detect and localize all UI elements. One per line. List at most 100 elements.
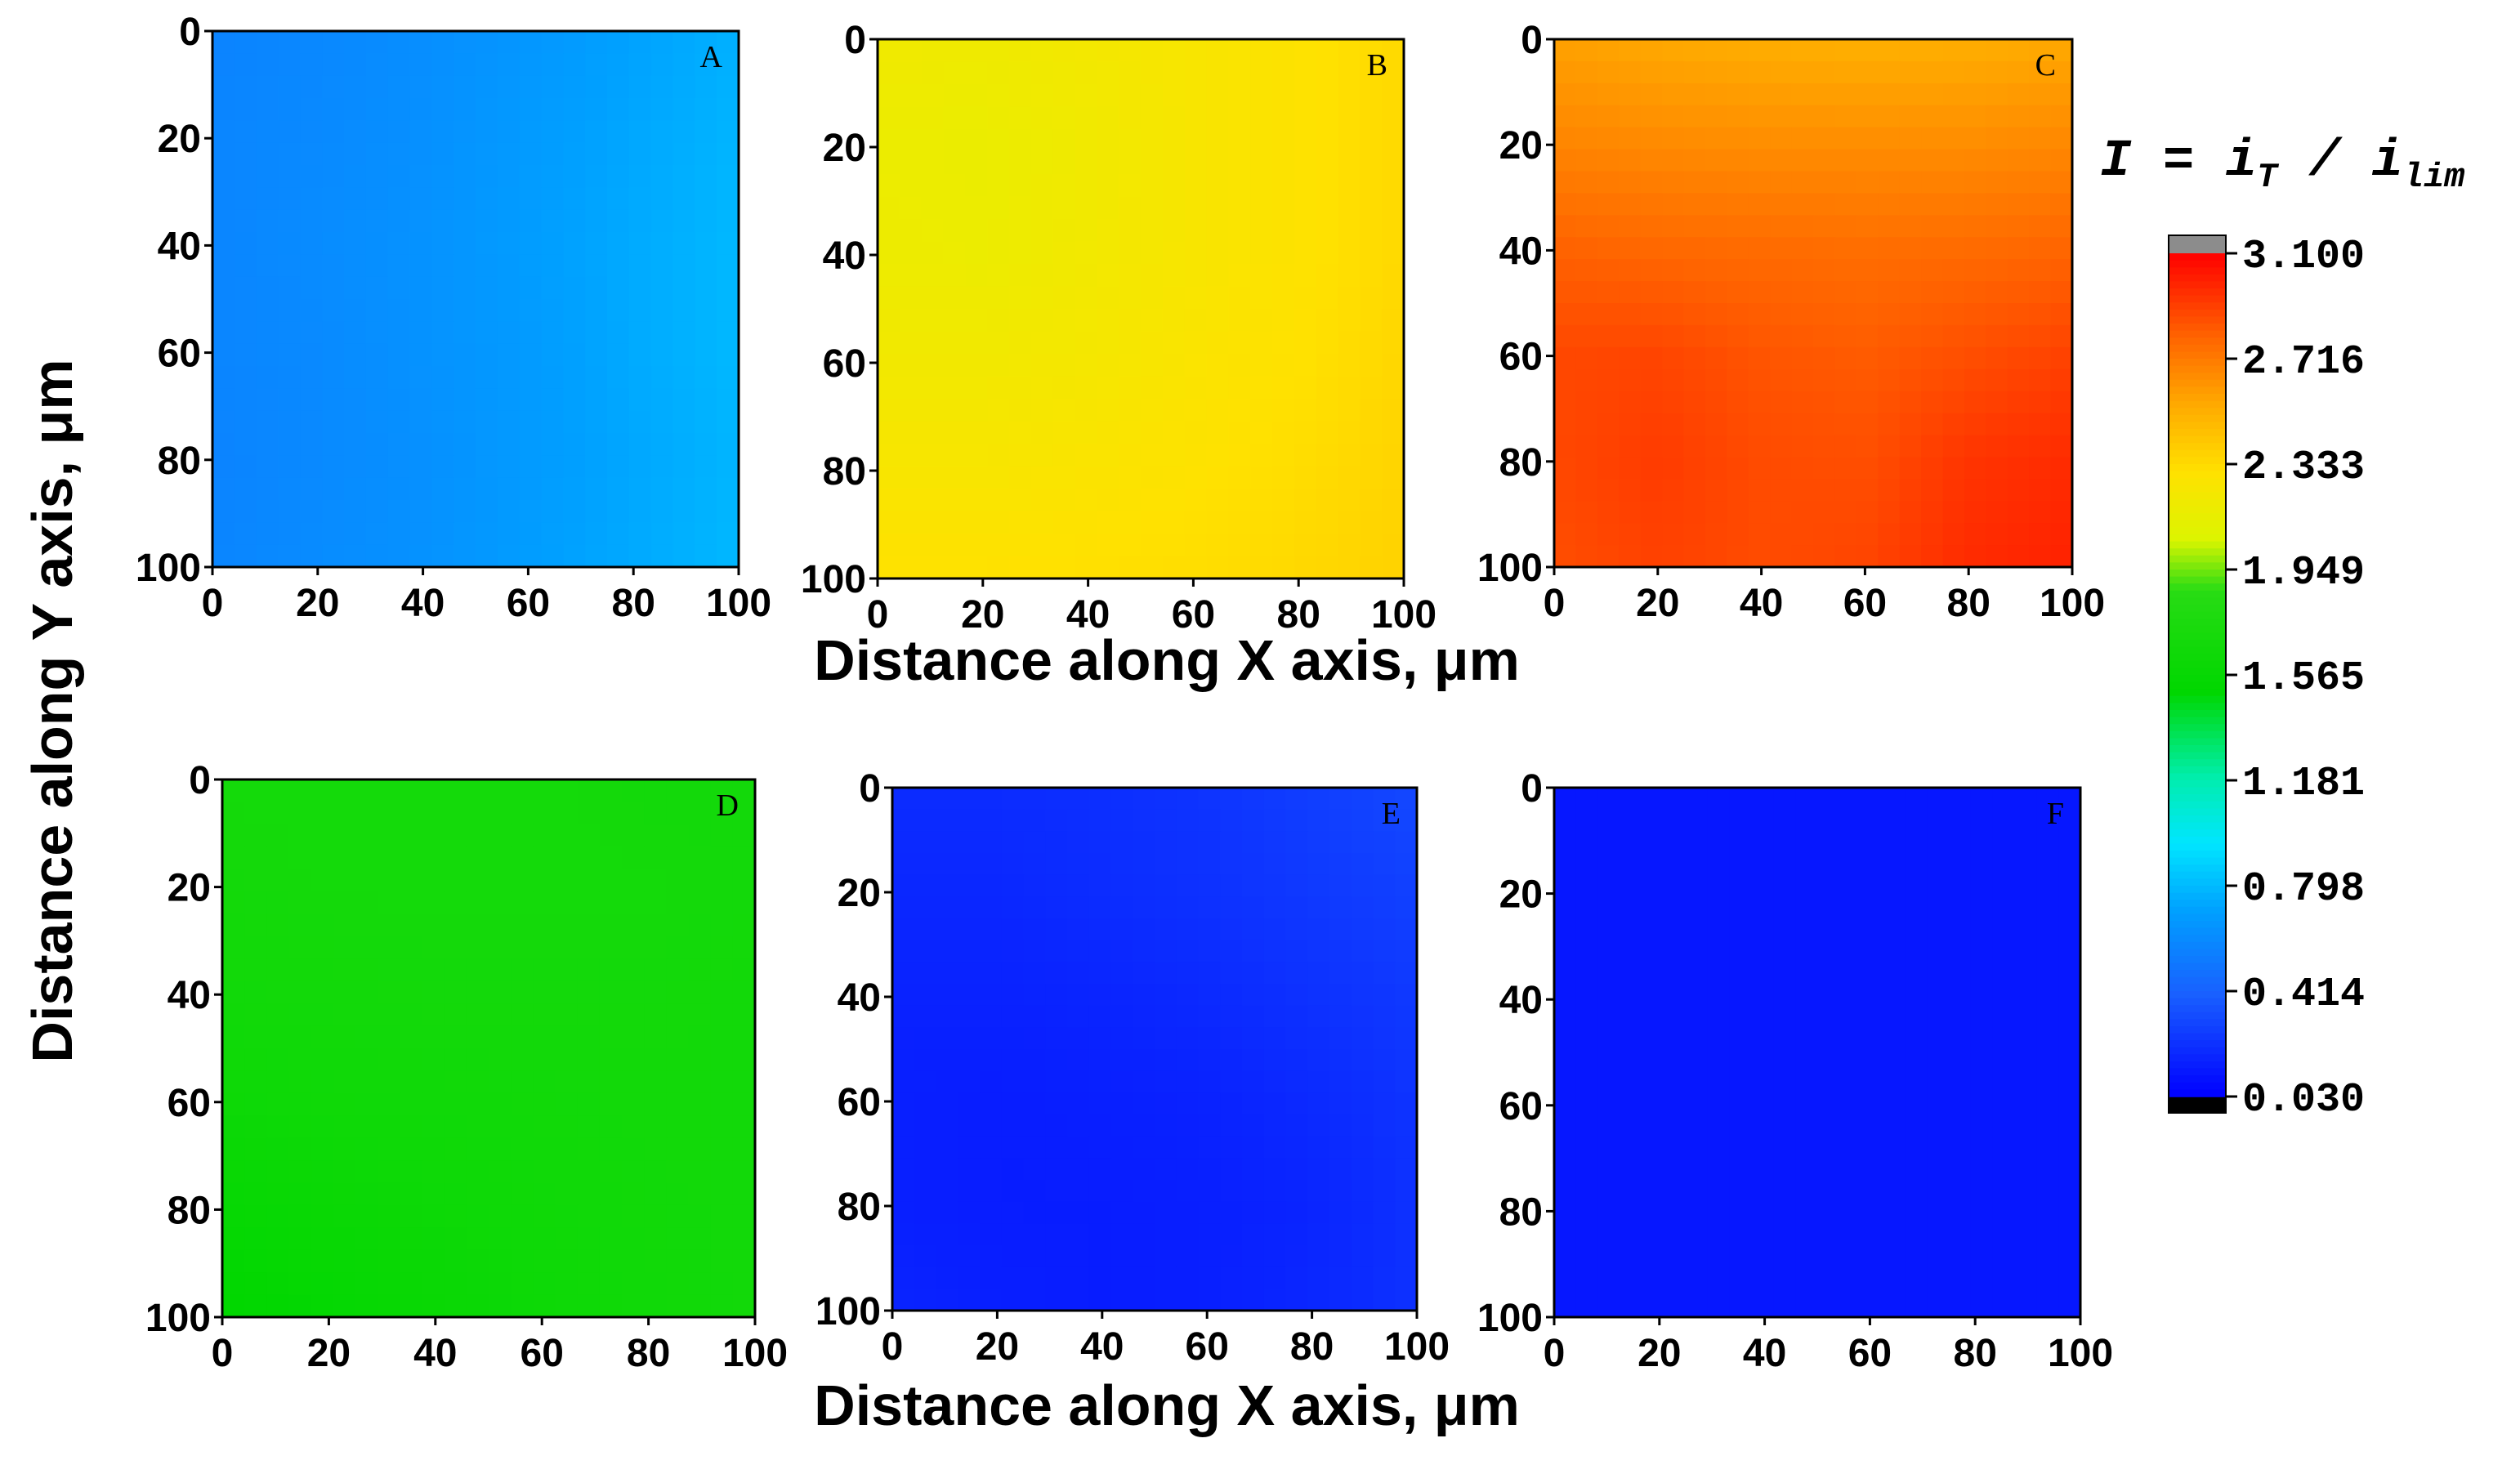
heatmap-cell [1883,832,1906,855]
colorbar-segment [2169,1040,2226,1048]
heatmap-cell [1198,1245,1222,1268]
heatmap-cell [1554,1030,1577,1053]
heatmap-cell [1206,489,1230,512]
heatmap-cell [1052,106,1076,130]
heatmap-cell [344,75,367,99]
heatmap-cell [695,142,717,166]
heatmap-cell [1727,259,1749,282]
heatmap-cell [533,824,556,848]
heatmap-cell [958,1049,981,1072]
heatmap-cell [878,39,900,63]
heatmap-cell [541,410,565,434]
heatmap-cell [1861,920,1884,943]
heatmap-cell [489,936,512,960]
heatmap-cell [1773,1185,1796,1208]
colorbar-segment [2169,597,2226,605]
heatmap-cell [1575,457,1598,480]
heatmap-cell [1575,942,1599,965]
heatmap-cell [1045,1158,1068,1181]
heatmap-cell [454,98,476,122]
heatmap-cell [1662,391,1685,414]
heatmap-cell [1834,83,1857,106]
heatmap-cell [322,343,345,367]
heatmap-cell [1707,1008,1731,1031]
heatmap-cell [987,106,1010,130]
heatmap-cell [1285,1266,1309,1290]
heatmap-cell [965,309,988,333]
heatmap-cell [1023,918,1047,941]
heatmap-cell [1088,853,1112,876]
heatmap-cell [1856,60,1879,84]
heatmap-cell [965,466,988,489]
heatmap-cell [256,142,279,166]
heatmap-cell [431,321,454,345]
heatmap-cell [1619,105,1642,128]
y-tick-label: 20 [1499,124,1543,168]
heatmap-cell [1817,810,1840,833]
heatmap-cell [1770,105,1793,128]
heatmap-cell [541,276,565,300]
heatmap-cell [1927,1030,1950,1053]
heatmap-cell [1597,435,1620,458]
heatmap-cell [1705,215,1728,239]
heatmap-cell [2050,435,2073,458]
colorbar-segment [2169,766,2226,775]
heatmap-cell [378,1182,401,1206]
heatmap-cell [2007,237,2030,260]
heatmap-cell [980,1266,1003,1290]
heatmap-cell [1705,545,1728,568]
heatmap-cell [1554,1273,1577,1296]
heatmap-cell [672,477,696,501]
heatmap-cell [1307,1136,1330,1159]
heatmap-cell [987,84,1010,108]
heatmap-cell [1285,940,1309,963]
heatmap-cell [300,254,323,278]
heatmap-cell [1905,1251,1928,1274]
heatmap-cell [1986,324,2008,348]
heatmap-cell [1986,171,2008,194]
heatmap-cell [1294,241,1317,265]
heatmap-cell [1198,1180,1222,1203]
heatmap-cell [466,1070,489,1094]
heatmap-cell [2050,105,2073,128]
heatmap-cell [1770,60,1793,84]
heatmap-cell [1727,193,1749,217]
heatmap-cell [1001,809,1025,833]
heatmap-cell [1360,309,1383,333]
heatmap-cell [1921,149,1944,172]
heatmap-cell [333,1115,356,1139]
heatmap-cell [344,31,367,55]
heatmap-cell [1088,962,1112,985]
heatmap-cell [599,958,623,982]
heatmap-cell [1045,853,1068,876]
heatmap-cell [355,1048,378,1072]
heatmap-cell [599,1227,623,1251]
heatmap-cell [1839,1185,1862,1208]
heatmap-cell [1294,489,1317,512]
heatmap-cell [563,98,586,122]
heatmap-cell [365,98,389,122]
x-tick-label: 80 [1947,582,1991,625]
heatmap-cell [577,1025,601,1049]
colorbar-segment [2169,619,2226,627]
heatmap-cell [1942,523,1965,546]
heatmap-cell [710,1160,734,1184]
heatmap-cell [666,1227,690,1251]
heatmap-cell [2036,810,2059,833]
heatmap-cell [1294,39,1317,63]
heatmap-cell [278,276,302,300]
colorbar-segment [2169,759,2226,767]
colorbar-over-swatch [2169,235,2226,253]
heatmap-cell [936,1245,959,1268]
heatmap-cell [489,913,512,937]
heatmap-cell [1899,105,1922,128]
heatmap-cell [1075,264,1098,288]
heatmap-cell [1992,1251,2016,1274]
heatmap-cell [1964,391,1987,414]
heatmap-cell [1878,149,1901,172]
heatmap-cell [1176,1027,1200,1050]
heatmap-cell [466,1204,489,1229]
heatmap-cell [1382,309,1405,333]
heatmap-cell [256,254,279,278]
heatmap-cell [1707,876,1731,899]
